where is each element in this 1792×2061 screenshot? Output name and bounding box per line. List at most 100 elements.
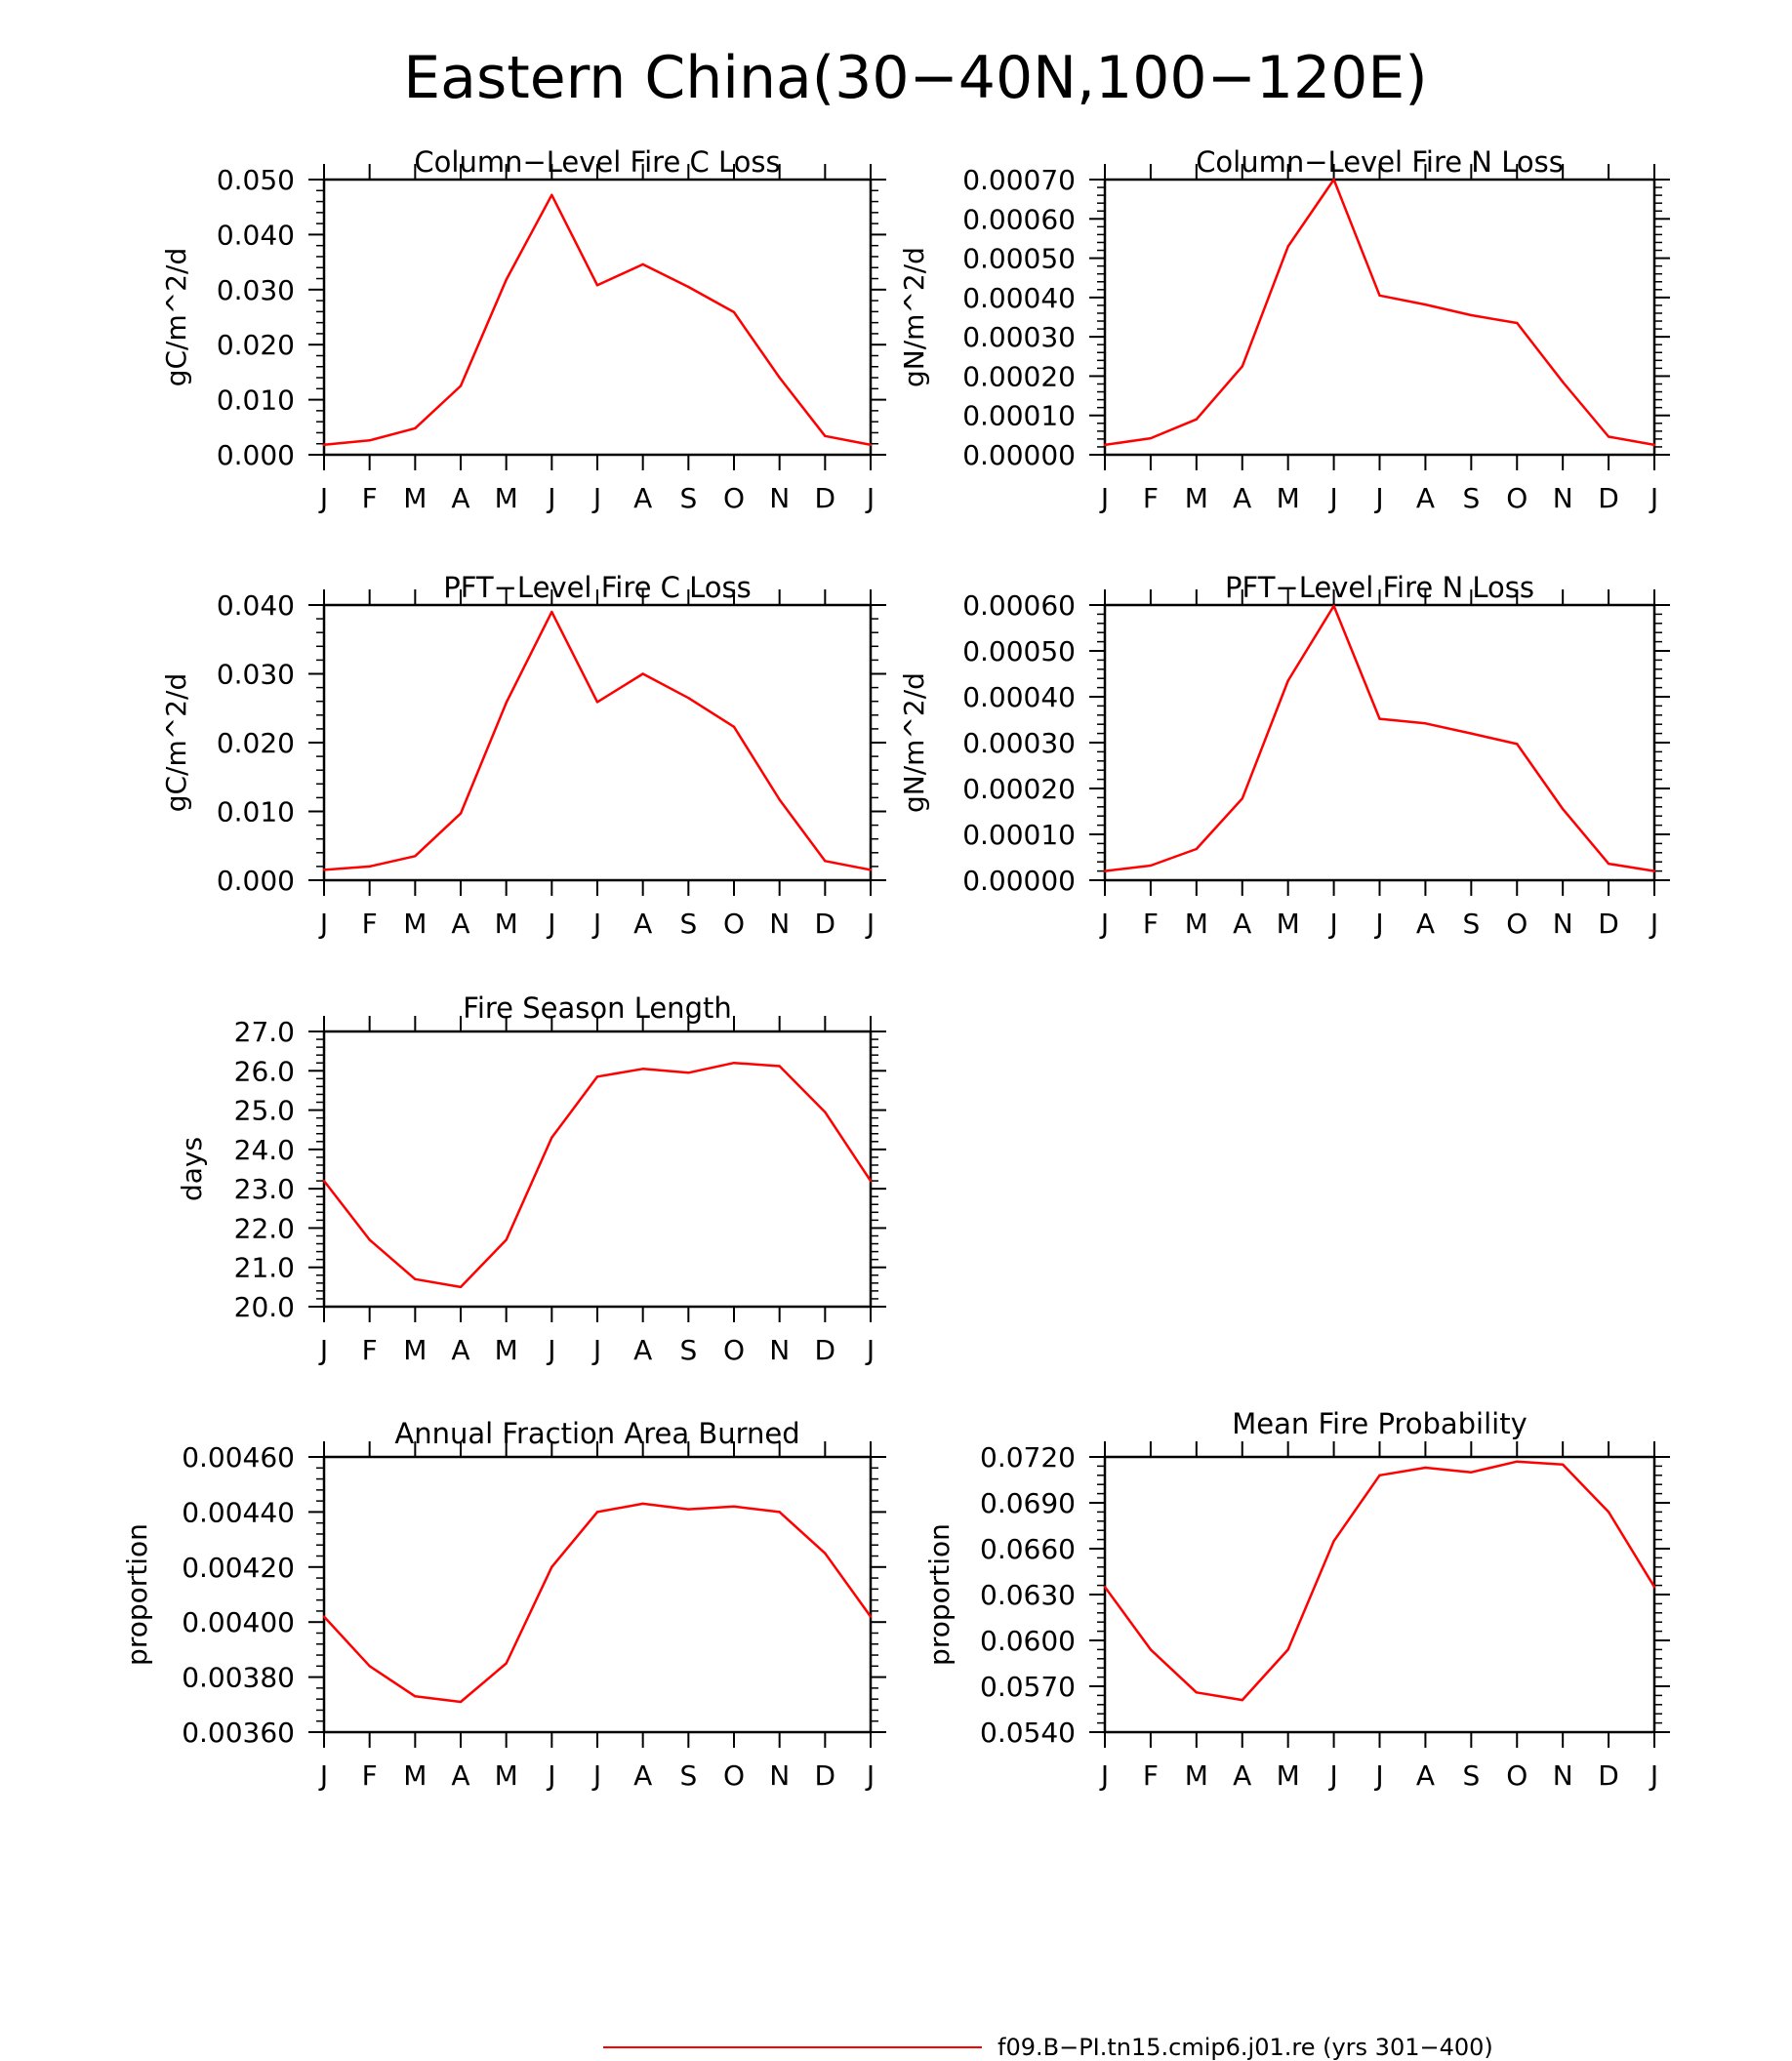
data-point <box>1332 604 1335 608</box>
data-point <box>1561 807 1565 811</box>
y-tick-label: 0.00040 <box>962 282 1076 314</box>
x-tick-label: M <box>495 908 518 940</box>
panel-title: Fire Season Length <box>463 991 731 1025</box>
data-point <box>1470 732 1473 735</box>
y-tick-label: 23.0 <box>234 1173 295 1205</box>
chart-panel-5: J F M A M J J A S O N D J20.021.022.023.024.025.026.… <box>176 991 886 1366</box>
y-tick-label: 0.0570 <box>980 1671 1076 1703</box>
y-tick-label: 0.00010 <box>962 819 1076 851</box>
data-point <box>1424 722 1427 725</box>
data-point <box>1516 321 1519 325</box>
x-tick-label: F <box>362 908 378 940</box>
data-point <box>1516 1460 1519 1463</box>
y-tick-label: 0.050 <box>217 164 295 196</box>
x-tick-label: J <box>591 482 601 514</box>
data-point <box>368 439 371 442</box>
y-tick-label: 0.00400 <box>182 1606 295 1638</box>
data-point <box>1103 443 1107 447</box>
data-point <box>1378 1474 1381 1477</box>
data-point <box>869 869 873 871</box>
data-point <box>414 426 417 430</box>
x-tick-label: J <box>1099 908 1109 940</box>
x-tick-label: D <box>815 1334 836 1366</box>
x-tick-label: S <box>679 1759 697 1792</box>
x-tick-label: A <box>1233 1759 1251 1792</box>
y-tick-label: 0.0690 <box>980 1487 1076 1519</box>
y-tick-label: 0.00050 <box>962 635 1076 667</box>
y-tick-label: 0.020 <box>217 727 295 759</box>
legend: f09.B−PI.tn15.cmip6.j01.re (yrs 301−400) <box>603 2034 1493 2061</box>
data-point <box>459 1285 463 1289</box>
x-tick-label: J <box>1373 482 1383 514</box>
y-tick-label: 27.0 <box>234 1016 295 1048</box>
data-point <box>1195 847 1199 851</box>
x-tick-label: N <box>1553 482 1573 514</box>
data-point <box>1241 365 1243 368</box>
data-point <box>550 610 553 614</box>
panel-title: Column−Level Fire N Loss <box>1196 145 1564 179</box>
x-tick-label: J <box>546 1334 555 1366</box>
data-point <box>824 860 827 863</box>
y-tick-label: 0.00070 <box>962 164 1076 196</box>
x-tick-label: M <box>403 1334 427 1366</box>
data-point <box>641 672 644 675</box>
data-point <box>505 278 508 281</box>
x-tick-label: J <box>318 908 328 940</box>
x-tick-label: J <box>865 908 875 940</box>
x-tick-label: O <box>723 1334 745 1366</box>
series-line <box>323 1502 873 1704</box>
data-point <box>1332 178 1335 182</box>
x-tick-label: S <box>1462 1759 1480 1792</box>
x-tick-label: O <box>723 908 745 940</box>
y-tick-label: 22.0 <box>234 1212 295 1244</box>
y-tick-label: 0.00440 <box>182 1496 295 1528</box>
y-tick-label: 0.0600 <box>980 1625 1076 1657</box>
x-tick-label: J <box>1649 908 1658 940</box>
x-tick-label: D <box>815 482 836 514</box>
data-point <box>505 1238 508 1241</box>
y-axis-label: gC/m^2/d <box>160 248 192 387</box>
series-line <box>323 610 872 871</box>
x-tick-label: N <box>769 1334 790 1366</box>
y-axis-label: gN/m^2/d <box>898 247 930 387</box>
y-tick-label: 0.0540 <box>980 1717 1076 1749</box>
data-point <box>824 434 827 438</box>
x-tick-label: J <box>1099 482 1109 514</box>
data-point <box>778 376 781 380</box>
data-point <box>824 1111 827 1113</box>
x-tick-label: M <box>403 482 427 514</box>
x-tick-label: J <box>591 908 601 940</box>
data-point <box>550 193 553 196</box>
y-tick-label: 0.00360 <box>182 1717 295 1749</box>
data-point <box>1286 679 1289 682</box>
x-tick-label: J <box>1649 482 1658 514</box>
y-tick-label: 0.020 <box>217 329 295 361</box>
x-tick-label: S <box>1462 482 1480 514</box>
data-point <box>778 1065 781 1068</box>
data-point <box>641 1068 644 1071</box>
y-tick-label: 0.00420 <box>182 1552 295 1584</box>
x-tick-label: J <box>865 1759 875 1792</box>
x-tick-label: A <box>451 1334 469 1366</box>
x-tick-label: A <box>1233 908 1251 940</box>
data-point <box>1103 1585 1107 1589</box>
data-point <box>687 1508 690 1511</box>
data-point <box>1652 443 1656 447</box>
y-axis-label: proportion <box>121 1523 153 1666</box>
x-tick-label: J <box>865 1334 875 1366</box>
x-tick-label: M <box>1185 1759 1208 1792</box>
plot-frame <box>1103 603 1656 882</box>
data-point <box>1378 717 1381 720</box>
y-tick-label: 0.00020 <box>962 360 1076 392</box>
chart-panel-2: J F M A M J J A S O N D J0.000000.000100.000200.0003… <box>898 145 1670 514</box>
chart-panel-4: J F M A M J J A S O N D J0.000000.000100.000200.0003… <box>898 571 1670 940</box>
x-tick-label: J <box>546 482 555 514</box>
panel-title: Annual Fraction Area Burned <box>394 1417 799 1450</box>
x-tick-label: O <box>1506 1759 1527 1792</box>
chart-panels: J F M A M J J A S O N D J0.0000.0100.0200.0300.0400.… <box>121 145 1670 1792</box>
panel-title: PFT−Level Fire C Loss <box>443 571 752 604</box>
x-tick-label: J <box>865 482 875 514</box>
x-tick-label: M <box>495 1759 518 1792</box>
y-tick-label: 0.00000 <box>962 865 1076 897</box>
x-tick-label: A <box>633 1759 652 1792</box>
